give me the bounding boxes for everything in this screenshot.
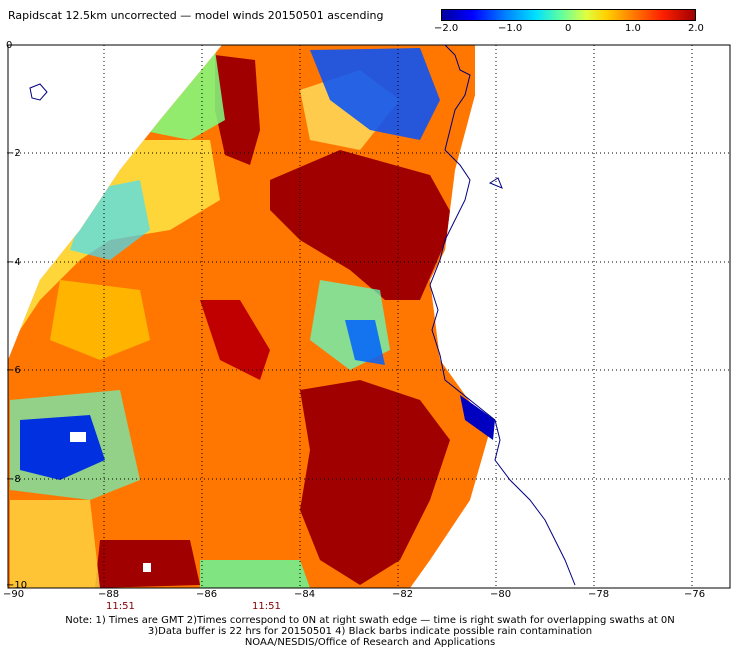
y-tick-label: −4: [6, 257, 21, 268]
footnote-line: Note: 1) Times are GMT 2)Times correspon…: [65, 615, 675, 626]
y-tick-label: −2: [6, 148, 21, 159]
dark-red-patch: [200, 300, 270, 380]
green-patch: [200, 560, 310, 588]
lat-lon-grid: [8, 45, 730, 588]
yellow-patch: [50, 280, 150, 360]
y-tick-label: −10: [6, 580, 27, 591]
missing-data-cell: [70, 432, 86, 442]
island-outline: [29, 83, 48, 101]
x-tick-label: −76: [684, 589, 705, 600]
dark-red-patch: [300, 380, 450, 585]
y-tick-label: 0: [6, 40, 12, 51]
colorbar-tick: −2.0: [434, 23, 459, 34]
x-tick-label: −86: [196, 589, 217, 600]
colorbar-tick: 2.0: [688, 23, 704, 34]
yellow-patch: [10, 500, 100, 588]
dark-red-patch: [215, 55, 260, 165]
x-tick-label: −80: [490, 589, 511, 600]
swath-time-label: 11:51: [106, 601, 135, 612]
wind-map: −90 −88 −86 −84 −82 −80 −78 −76 0 −2 −4 …: [3, 40, 731, 612]
x-tick-label: −78: [588, 589, 609, 600]
map-frame: [7, 44, 731, 589]
colorbar: [441, 9, 696, 21]
green-patch: [140, 50, 225, 140]
x-tick-label: −88: [98, 589, 119, 600]
colorbar-tick: 0: [565, 23, 572, 34]
island-outline: [488, 177, 503, 189]
x-tick-label: −82: [392, 589, 413, 600]
coastline: [429, 44, 576, 586]
blue-patch: [20, 415, 105, 480]
x-tick-label: −90: [3, 589, 24, 600]
y-tick-label: −6: [6, 365, 21, 376]
colorbar-tick: −1.0: [498, 23, 523, 34]
blue-patch: [345, 320, 385, 365]
colorbar-tick: 1.0: [625, 23, 641, 34]
footnote-credit: NOAA/NESDIS/Office of Research and Appli…: [244, 637, 496, 648]
map-title: Rapidscat 12.5km uncorrected — model win…: [8, 9, 384, 22]
blue-patch: [310, 48, 440, 140]
y-tick-label: −8: [6, 474, 21, 485]
missing-data-cell: [143, 563, 151, 572]
footnote-line: 3)Data buffer is 22 hrs for 20150501 4) …: [147, 626, 593, 637]
coastal-cells: [460, 395, 495, 440]
x-tick-label: −84: [294, 589, 315, 600]
wind-swath: [8, 45, 488, 588]
swath-time-label: 11:51: [252, 601, 281, 612]
footnotes: Note: 1) Times are GMT 2)Times correspon…: [0, 615, 740, 648]
